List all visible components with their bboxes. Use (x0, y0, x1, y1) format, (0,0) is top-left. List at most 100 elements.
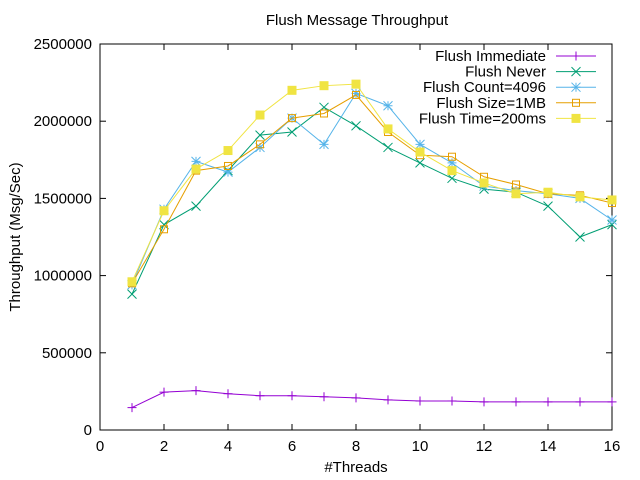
data-point (319, 139, 329, 150)
data-point (571, 51, 581, 61)
legend-label: Flush Time=200ms (419, 110, 546, 127)
y-tick-label: 1000000 (34, 268, 92, 285)
legend-item: Flush Immediate (435, 48, 596, 65)
data-point (447, 173, 457, 184)
series-flush-immediate (127, 386, 617, 413)
legend-item: Flush Time=200ms (419, 110, 596, 127)
data-point (543, 397, 553, 407)
y-tick-label: 2000000 (34, 113, 92, 130)
x-axis-ticks: 0 2 4 6 8 10 12 14 16 (96, 44, 621, 455)
data-point (287, 391, 297, 401)
x-tick-label: 10 (412, 438, 429, 455)
x-tick-label: 12 (476, 438, 493, 455)
legend-label: Flush Never (465, 64, 546, 81)
data-point (415, 139, 425, 150)
data-point (607, 397, 617, 407)
series-line (131, 106, 613, 295)
data-point (351, 393, 361, 403)
data-point (415, 158, 425, 168)
data-point (479, 397, 489, 407)
series-flush-never (127, 102, 617, 299)
data-point (159, 387, 169, 397)
y-tick-label: 1500000 (34, 190, 92, 207)
y-tick-label: 0 (84, 422, 92, 439)
data-point (287, 85, 297, 95)
legend-item: Flush Count=4096 (423, 79, 596, 96)
data-point (255, 391, 265, 401)
data-point (320, 109, 328, 118)
data-point (383, 124, 393, 134)
data-point (512, 180, 520, 189)
x-tick-label: 2 (160, 438, 168, 455)
data-point (191, 164, 201, 174)
data-point (256, 140, 264, 149)
data-point (319, 392, 329, 402)
data-point (127, 277, 137, 287)
series-flush-time-200ms (127, 79, 617, 287)
data-point (543, 187, 553, 197)
data-point (255, 130, 265, 140)
data-point (415, 147, 425, 157)
data-point (479, 178, 489, 188)
data-point (127, 403, 137, 413)
data-point (288, 114, 296, 123)
data-point (571, 66, 581, 77)
y-axis-ticks: 0 500000 1000000 1500000 2000000 2500000 (34, 36, 612, 439)
data-point (572, 98, 580, 107)
data-point (319, 81, 329, 91)
data-point (191, 386, 201, 396)
series-line (131, 92, 613, 286)
data-point (287, 127, 297, 137)
legend-label: Flush Immediate (435, 48, 546, 65)
data-point (415, 396, 425, 406)
x-tick-label: 4 (224, 438, 232, 455)
data-point (352, 90, 360, 99)
data-point (159, 206, 169, 216)
x-tick-label: 16 (604, 438, 621, 455)
data-point (224, 161, 232, 170)
data-point (223, 146, 233, 156)
legend-label: Flush Count=4096 (423, 79, 546, 96)
data-point (511, 189, 521, 199)
data-point (607, 219, 617, 230)
x-axis-label: #Threads (324, 459, 387, 476)
x-tick-label: 0 (96, 438, 104, 455)
data-point (351, 120, 361, 131)
series-line (131, 94, 613, 284)
legend-label: Flush Size=1MB (436, 95, 546, 112)
y-axis-label: Throughput (Msg/Sec) (7, 162, 24, 311)
data-point (383, 100, 393, 111)
data-point (575, 397, 585, 407)
data-point (575, 232, 585, 242)
data-point (383, 395, 393, 405)
y-tick-label: 2500000 (34, 36, 92, 53)
data-point (191, 156, 201, 167)
y-tick-label: 500000 (42, 345, 92, 362)
data-point (543, 201, 553, 211)
chart-title: Flush Message Throughput (266, 12, 449, 29)
data-point (351, 79, 361, 89)
data-point (223, 389, 233, 399)
data-point (127, 289, 137, 299)
x-tick-label: 8 (352, 438, 360, 455)
data-point (607, 215, 617, 225)
series-line (131, 83, 613, 282)
x-tick-label: 6 (288, 438, 296, 455)
legend-item: Flush Never (465, 64, 596, 81)
x-tick-label: 14 (540, 438, 557, 455)
data-point (575, 192, 585, 202)
data-point (160, 225, 168, 234)
data-point (571, 113, 581, 123)
data-point (191, 201, 201, 211)
data-point (383, 142, 393, 153)
data-point (571, 82, 581, 93)
series-layer (127, 79, 617, 413)
data-point (607, 195, 617, 205)
data-point (447, 396, 457, 406)
data-point (255, 110, 265, 120)
legend-item: Flush Size=1MB (436, 95, 596, 112)
series-line (131, 390, 612, 409)
data-point (448, 152, 456, 161)
